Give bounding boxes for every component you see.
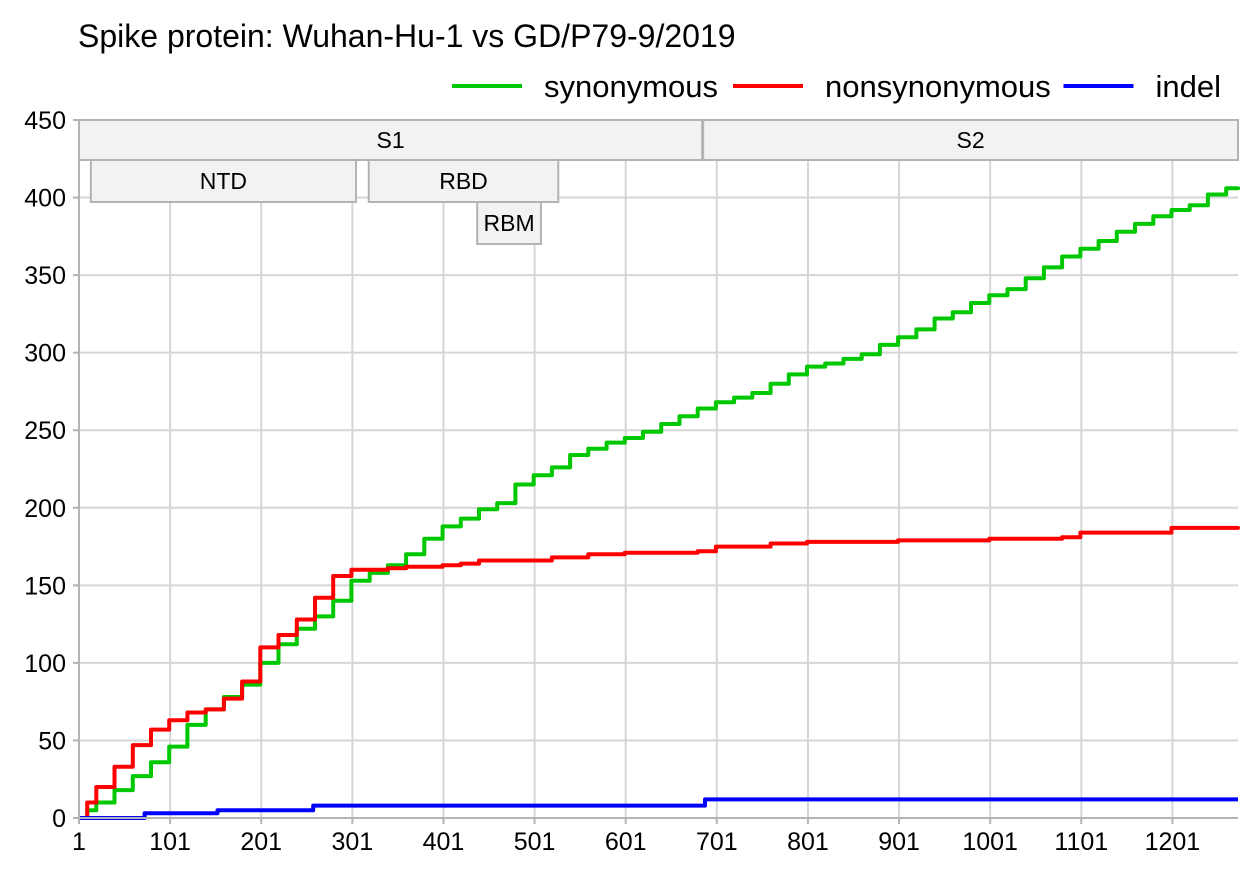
x-tick-label: 701	[696, 828, 738, 856]
y-tick-label: 450	[24, 107, 66, 135]
region-label-ntd: NTD	[200, 168, 247, 194]
x-tick-label: 901	[878, 828, 920, 856]
x-tick-label: 201	[240, 828, 282, 856]
x-tick-label: 401	[423, 828, 465, 856]
region-box-ntd	[89, 159, 357, 203]
y-tick-label: 400	[24, 185, 66, 213]
x-tick-label: 801	[787, 828, 829, 856]
y-tick-label: 0	[52, 805, 66, 833]
y-tick-label: 350	[24, 262, 66, 290]
y-tick-label: 250	[24, 417, 66, 445]
region-box-s1	[78, 119, 704, 161]
x-tick-label: 1001	[962, 828, 1018, 856]
y-tick-label: 50	[38, 727, 66, 755]
y-tick-label: 300	[24, 340, 66, 368]
series-layer	[79, 186, 1240, 820]
series-line-indel	[79, 797, 1238, 820]
x-tick-label: 1	[72, 828, 86, 856]
region-annotations: S1 S2 NTD RBD RBM	[78, 119, 1239, 245]
y-tick-label: 200	[24, 495, 66, 523]
region-box-rbm	[476, 201, 542, 245]
grid	[79, 119, 1238, 818]
region-label-rbd: RBD	[439, 168, 488, 194]
x-tick-label: 1201	[1145, 828, 1201, 856]
region-label-s1: S1	[377, 127, 405, 153]
y-tick-label: 150	[24, 572, 66, 600]
y-tick-label: 100	[24, 650, 66, 678]
region-label-rbm: RBM	[484, 210, 535, 236]
region-label-s2: S2	[957, 127, 985, 153]
axes: 1 101 201 301 401 501 601 701 801 901 1001 1101 1201…	[24, 107, 1238, 856]
legend-label-synonymous: synonymous	[544, 69, 718, 104]
legend-label-indel: indel	[1156, 69, 1222, 104]
x-tick-label: 501	[514, 828, 556, 856]
x-tick-label: 301	[331, 828, 373, 856]
legend: synonymous nonsynonymous indel	[452, 69, 1221, 104]
region-box-s2	[702, 119, 1239, 161]
legend-label-nonsynonymous: nonsynonymous	[825, 69, 1051, 104]
x-tick-label: 601	[605, 828, 647, 856]
chart-title: Spike protein: Wuhan-Hu-1 vs GD/P79-9/20…	[78, 18, 736, 54]
region-box-rbd	[367, 159, 560, 203]
series-line-nonsynonymous	[79, 525, 1240, 820]
x-tick-label: 1101	[1054, 828, 1108, 856]
series-line-synonymous	[79, 186, 1240, 820]
x-tick-label: 101	[149, 828, 191, 856]
